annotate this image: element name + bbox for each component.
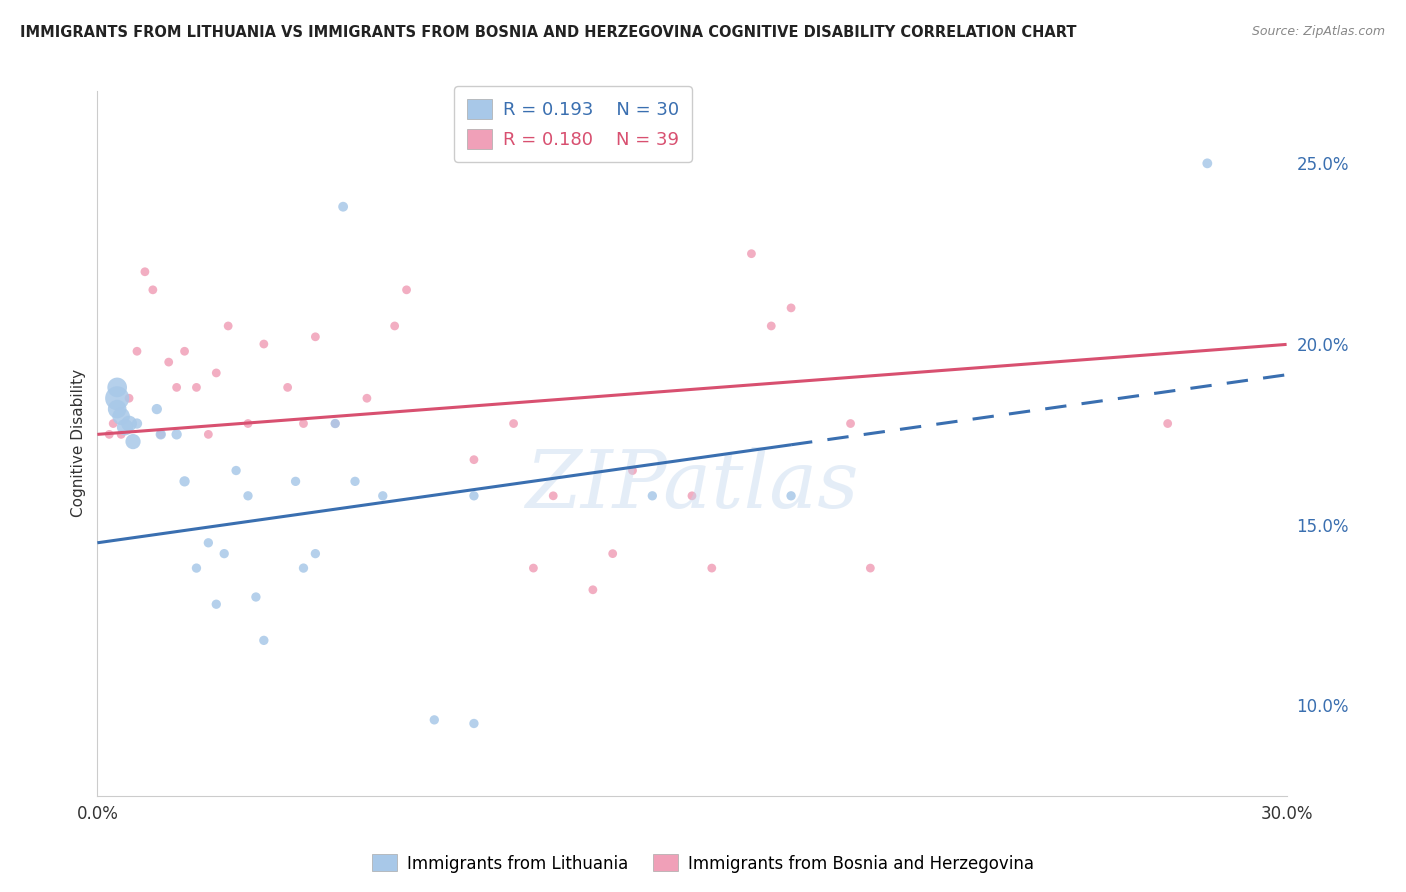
Point [304,330,326,344]
Point [839,417,862,431]
Point [105,380,128,394]
Point [332,200,354,214]
Point [602,547,624,561]
Point [323,417,346,431]
Point [541,489,564,503]
Point [780,301,803,315]
Point [110,427,132,442]
Point [114,420,136,434]
Point [236,489,259,503]
Point [371,489,394,503]
Point [304,547,326,561]
Point [173,475,195,489]
Point [236,417,259,431]
Point [212,547,235,561]
Text: Source: ZipAtlas.com: Source: ZipAtlas.com [1251,25,1385,38]
Point [780,489,803,503]
Point [197,536,219,550]
Point [105,402,128,417]
Y-axis label: Cognitive Disability: Cognitive Disability [72,369,86,517]
Point [186,561,208,575]
Legend: R = 0.193    N = 30, R = 0.180    N = 39: R = 0.193 N = 30, R = 0.180 N = 39 [454,86,692,162]
Point [641,489,664,503]
Point [146,402,169,417]
Point [292,417,315,431]
Point [463,452,485,467]
Point [110,409,132,424]
Point [98,427,121,442]
Point [105,391,128,405]
Point [166,380,188,394]
Point [323,417,346,431]
Point [125,417,148,431]
Point [149,427,172,442]
Point [197,427,219,442]
Point [125,344,148,359]
Point [582,582,605,597]
Point [356,391,378,405]
Point [217,318,239,333]
Point [344,475,367,489]
Point [284,475,307,489]
Point [173,344,195,359]
Point [761,318,783,333]
Point [621,463,644,477]
Point [166,427,188,442]
Point [142,283,165,297]
Point [149,427,172,442]
Point [186,380,208,394]
Point [463,716,485,731]
Legend: Immigrants from Lithuania, Immigrants from Bosnia and Herzegovina: Immigrants from Lithuania, Immigrants fr… [366,847,1040,880]
Point [522,561,544,575]
Point [134,265,156,279]
Point [395,283,418,297]
Text: ZIPatlas: ZIPatlas [526,447,859,524]
Point [205,366,228,380]
Point [740,246,762,260]
Point [118,391,141,405]
Point [103,417,125,431]
Point [245,590,267,604]
Point [205,597,228,611]
Point [292,561,315,575]
Point [277,380,299,394]
Point [502,417,524,431]
Point [118,417,141,431]
Point [681,489,703,503]
Point [423,713,446,727]
Point [463,489,485,503]
Point [1197,156,1219,170]
Point [700,561,723,575]
Point [157,355,180,369]
Point [122,434,145,449]
Text: IMMIGRANTS FROM LITHUANIA VS IMMIGRANTS FROM BOSNIA AND HERZEGOVINA COGNITIVE DI: IMMIGRANTS FROM LITHUANIA VS IMMIGRANTS … [20,25,1076,40]
Point [253,337,276,351]
Point [859,561,882,575]
Point [1156,417,1178,431]
Point [225,463,247,477]
Point [384,318,406,333]
Point [253,633,276,648]
